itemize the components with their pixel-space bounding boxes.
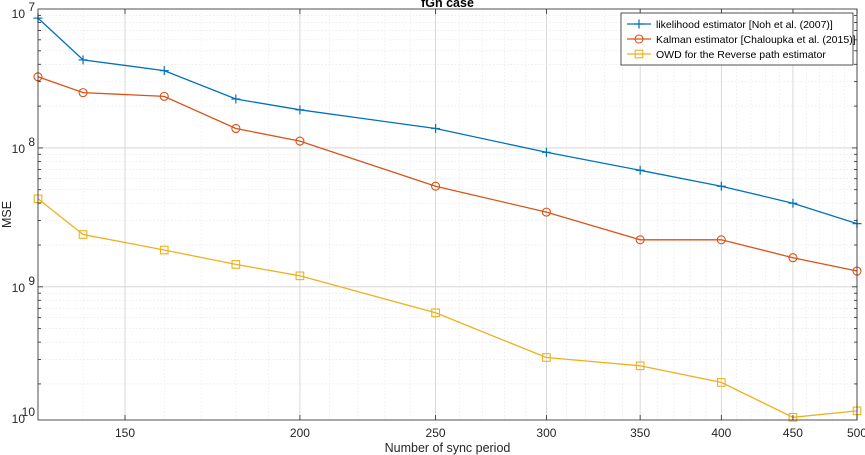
data-point (295, 271, 305, 281)
x-tick-label: 400 (711, 426, 731, 440)
data-point (295, 136, 305, 146)
data-point (431, 123, 441, 133)
series-line (37, 76, 858, 272)
y-tick-exponent: 9 (28, 274, 35, 288)
legend-marker (634, 49, 644, 59)
data-point (541, 147, 551, 157)
y-axis-label: MSE (0, 201, 14, 228)
series-layer (33, 13, 862, 422)
data-point (788, 412, 798, 422)
data-point (431, 308, 440, 318)
y-tick-exponent: 8 (28, 135, 35, 149)
data-point (788, 253, 798, 263)
data-point (788, 198, 798, 208)
data-point (159, 66, 169, 76)
legend-label: likelihood estimator [Noh et al. (2007)] (656, 19, 833, 31)
y-tick-base: 10 (12, 412, 26, 426)
y-tick-exponent: 7 (28, 0, 35, 14)
x-tick-label: 450 (783, 426, 803, 440)
data-point (78, 88, 88, 98)
legend-marker (634, 34, 644, 44)
y-tick-label: 10 (12, 281, 26, 295)
y-tick-label: 10 (12, 142, 26, 156)
x-tick-label: 150 (115, 426, 135, 440)
x-axis-label: Number of sync period (385, 441, 511, 455)
y-tick-label: 10 (12, 7, 26, 21)
x-tick-label: 250 (426, 426, 446, 440)
y-tick-exponent: 10 (22, 405, 36, 419)
legend-item: likelihood estimator [Noh et al. (2007)] (627, 19, 833, 31)
data-point (716, 378, 726, 387)
chart-title: fGn case (421, 0, 474, 10)
legend-label: Kalman estimator [Chaloupka et al. (2015… (656, 34, 856, 46)
legend: likelihood estimator [Noh et al. (2007)]… (620, 12, 856, 66)
data-point (231, 94, 241, 104)
legend-item: Kalman estimator [Chaloupka et al. (2015… (627, 34, 856, 46)
plot-frame (37, 8, 858, 421)
data-point (78, 55, 88, 65)
data-point (635, 235, 645, 245)
series-1 (33, 13, 862, 229)
legend-box (620, 12, 854, 66)
y-tick-base: 10 (12, 7, 26, 21)
data-point (78, 230, 88, 239)
data-point (541, 207, 551, 217)
legend-label: OWD for the Reverse path estimator (656, 49, 826, 61)
data-point (431, 181, 441, 191)
data-point (635, 361, 645, 371)
data-point (635, 165, 645, 175)
series-line (37, 198, 858, 418)
data-point (716, 181, 726, 191)
x-tick-label: 350 (630, 426, 650, 440)
data-point (716, 235, 726, 245)
data-point (231, 123, 241, 134)
data-point (231, 260, 241, 269)
data-point (159, 245, 169, 255)
data-point (295, 105, 305, 115)
x-tick-label: 300 (536, 426, 556, 440)
x-tick-label: 500 (847, 426, 865, 440)
plot-area (38, 9, 857, 420)
legend-marker (634, 19, 644, 29)
data-point (159, 91, 169, 101)
legend-item: OWD for the Reverse path estimator (627, 49, 826, 61)
x-tick-label: 200 (290, 426, 310, 440)
y-tick-base: 10 (12, 142, 26, 156)
data-point (542, 353, 551, 362)
series-2 (33, 72, 862, 276)
y-tick-base: 10 (12, 281, 26, 295)
series-3 (33, 194, 862, 422)
y-tick-label: 10 (12, 412, 26, 426)
